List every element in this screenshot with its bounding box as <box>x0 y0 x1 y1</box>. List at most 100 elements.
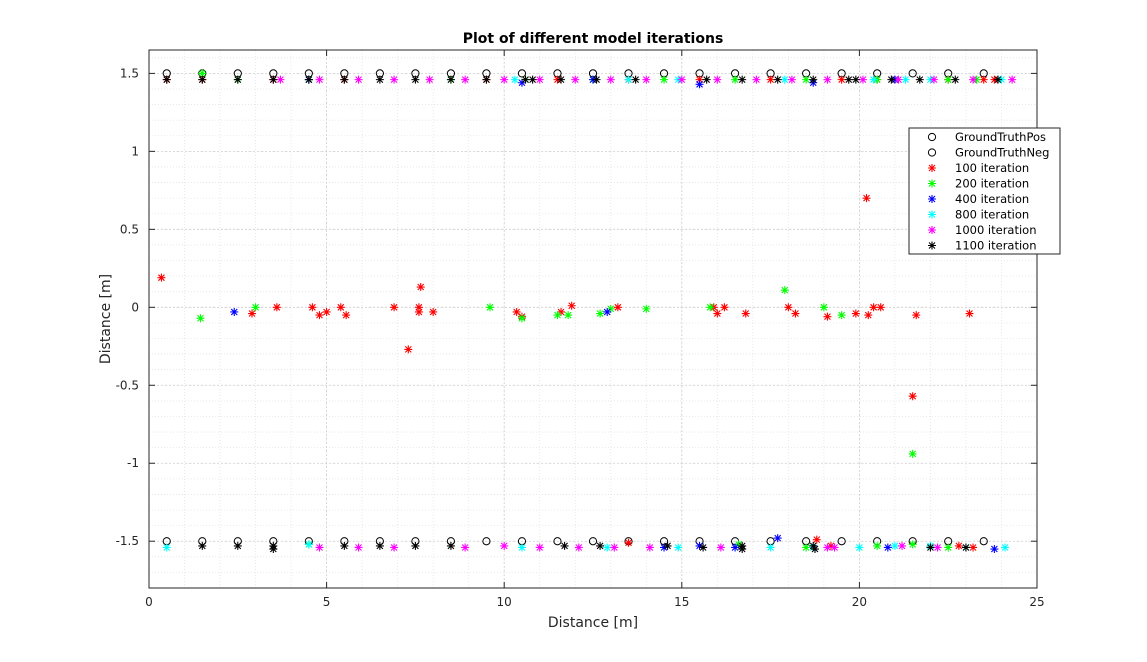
plot-frame <box>148 49 1038 589</box>
data-point <box>571 75 580 84</box>
legend-entry: GroundTruthPos <box>955 130 1046 144</box>
data-point <box>954 541 963 550</box>
data-point <box>898 541 907 550</box>
data-point <box>517 543 526 552</box>
data-point <box>198 541 207 550</box>
data-point <box>720 303 729 312</box>
data-point <box>198 75 207 84</box>
plot-area <box>149 50 1037 588</box>
legend-entry: 1100 iteration <box>955 239 1037 253</box>
data-point <box>411 541 420 550</box>
data-point <box>961 543 970 552</box>
data-point <box>322 307 331 316</box>
data-point <box>908 449 917 458</box>
data-point <box>375 75 384 84</box>
data-point <box>738 75 747 84</box>
data-point <box>802 543 811 552</box>
data-point <box>869 75 878 84</box>
data-point <box>521 75 530 84</box>
x-tick-label: 5 <box>323 595 331 609</box>
data-point <box>414 307 423 316</box>
data-point <box>1001 543 1010 552</box>
data-point <box>660 75 669 84</box>
data-point <box>702 75 711 84</box>
data-point <box>887 75 896 84</box>
data-point <box>713 309 722 318</box>
data-point <box>787 75 796 84</box>
data-point <box>603 307 612 316</box>
data-point <box>251 303 260 312</box>
series-1100-iteration <box>162 75 1002 554</box>
data-point <box>901 75 910 84</box>
x-tick-label: 15 <box>674 595 689 609</box>
data-point <box>823 75 832 84</box>
data-point <box>944 75 953 84</box>
data-point <box>567 301 576 310</box>
data-point <box>603 543 612 552</box>
data-point <box>196 314 205 323</box>
data-point <box>588 537 598 546</box>
legend-marker <box>927 148 937 157</box>
data-point <box>411 75 420 84</box>
data-point <box>624 538 633 547</box>
data-point <box>716 543 725 552</box>
data-point <box>198 69 207 78</box>
y-tick-label: 0 <box>131 300 139 314</box>
data-point <box>912 311 921 320</box>
data-point <box>596 541 605 550</box>
data-point <box>512 307 521 316</box>
data-point <box>535 75 544 84</box>
data-point <box>233 541 242 550</box>
data-point <box>606 304 615 313</box>
data-point <box>269 75 278 84</box>
chart-title: Plot of different model iterations <box>463 31 724 47</box>
data-point <box>269 545 278 554</box>
data-point <box>500 75 509 84</box>
data-point <box>819 303 828 312</box>
data-point <box>446 75 455 84</box>
legend-entry: 200 iteration <box>955 177 1029 191</box>
data-point <box>855 543 864 552</box>
legend-marker <box>928 226 936 234</box>
x-tick-labels: 0 5 10 15 20 25 <box>145 595 1044 609</box>
x-tick-label: 0 <box>145 595 153 609</box>
data-point <box>766 543 775 552</box>
data-point <box>485 303 494 312</box>
data-point <box>844 75 853 84</box>
data-point <box>851 75 860 84</box>
data-point <box>965 309 974 318</box>
data-point <box>416 283 425 292</box>
data-point <box>564 311 573 320</box>
data-point <box>677 75 686 84</box>
data-point <box>482 75 491 84</box>
data-point <box>979 537 988 546</box>
data-point <box>390 543 399 552</box>
data-point <box>674 543 683 552</box>
series-1000-iteration <box>276 75 1017 552</box>
data-point <box>894 75 903 84</box>
data-point <box>752 75 761 84</box>
y-tick-labels: 1.5 1 0.5 0 -0.5 -1 -1.5 <box>116 66 139 548</box>
data-point <box>446 541 455 550</box>
data-point <box>606 75 615 84</box>
data-point <box>823 312 832 321</box>
data-point <box>944 543 953 552</box>
data-point <box>908 392 917 401</box>
data-point <box>773 75 782 84</box>
data-point <box>272 303 281 312</box>
data-point <box>315 75 324 84</box>
data-point <box>812 535 821 544</box>
data-point <box>613 303 622 312</box>
data-point <box>517 69 527 78</box>
data-point <box>517 314 526 323</box>
data-point <box>862 194 871 203</box>
x-tick-label: 20 <box>852 595 867 609</box>
data-point <box>826 541 835 550</box>
data-point <box>596 309 605 318</box>
data-point <box>624 75 633 84</box>
legend-marker <box>928 179 936 188</box>
data-point <box>535 543 544 552</box>
axis-ticks <box>148 50 1038 588</box>
data-point <box>695 541 704 550</box>
data-point <box>429 307 438 316</box>
